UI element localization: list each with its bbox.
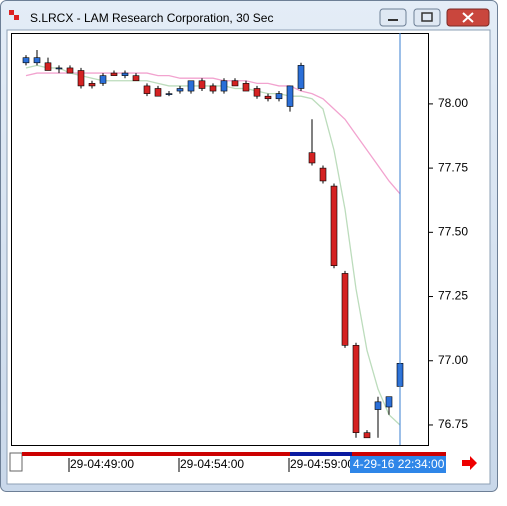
y-tick-label: 76.75 xyxy=(438,417,468,431)
window-title: S.LRCX - LAM Research Corporation, 30 Se… xyxy=(30,11,273,25)
candle-body xyxy=(198,80,206,89)
candle-body xyxy=(44,62,52,71)
candle-body xyxy=(143,85,151,94)
candle-body xyxy=(187,80,195,92)
candle-body xyxy=(308,152,316,164)
candle-body xyxy=(341,273,349,346)
candle-body xyxy=(165,93,173,95)
candle-body xyxy=(275,93,283,100)
candle-body xyxy=(77,70,85,87)
candle-body xyxy=(319,167,327,182)
y-tick-label: 78.00 xyxy=(438,96,468,110)
scroll-track[interactable] xyxy=(22,452,446,456)
candle-body xyxy=(264,95,272,100)
candle-body xyxy=(33,57,41,64)
plot: 76.75 77.00 77.25 77.50 77.75 78.00 29-04:49:0… xyxy=(22,33,468,473)
candle-body xyxy=(231,80,239,87)
scroll-box[interactable] xyxy=(9,452,23,472)
cursor-label: 4-29-16 22:34:00 xyxy=(353,457,445,471)
x-tick-label: 29-04:54:00 xyxy=(180,457,244,471)
candle-body xyxy=(385,396,393,408)
candle-body xyxy=(242,83,250,92)
candle-body xyxy=(374,401,382,410)
candle-body xyxy=(352,345,360,433)
candle-body xyxy=(253,88,261,97)
y-tick-label: 77.75 xyxy=(438,160,468,174)
candle-body xyxy=(99,75,107,84)
minimize-icon xyxy=(388,19,398,21)
moving-average xyxy=(25,72,401,195)
plot-area xyxy=(11,33,429,446)
y-tick-label: 77.00 xyxy=(438,353,468,367)
maximize-button[interactable] xyxy=(413,8,441,27)
y-tick-label: 77.50 xyxy=(438,224,468,238)
y-tick-label: 77.25 xyxy=(438,289,468,303)
minimize-button[interactable] xyxy=(379,8,407,27)
x-tick-label: 29-04:59:00 xyxy=(290,457,354,471)
candle-body xyxy=(220,80,228,92)
candle-body xyxy=(154,88,162,97)
candle-body xyxy=(209,85,217,92)
scroll-right-arrow[interactable] xyxy=(462,456,477,470)
cursor-label-bg xyxy=(350,456,446,473)
app-icon xyxy=(9,10,14,15)
candle-body xyxy=(22,57,30,64)
candle-body xyxy=(330,185,338,267)
candle-body xyxy=(110,72,118,76)
candle-body xyxy=(297,65,305,89)
close-icon xyxy=(462,12,474,23)
candle-body xyxy=(66,67,74,74)
scroll-thumb[interactable] xyxy=(290,452,352,456)
candle-body xyxy=(286,85,294,107)
candle-body xyxy=(121,72,129,76)
candle-body xyxy=(88,83,96,87)
x-tick-label: 29-04:49:00 xyxy=(70,457,134,471)
app-icon xyxy=(14,15,19,20)
candle-body xyxy=(363,432,371,439)
maximize-icon xyxy=(421,12,433,22)
candle-body xyxy=(55,67,63,70)
candle-body xyxy=(132,75,140,82)
candle-body xyxy=(176,88,184,92)
